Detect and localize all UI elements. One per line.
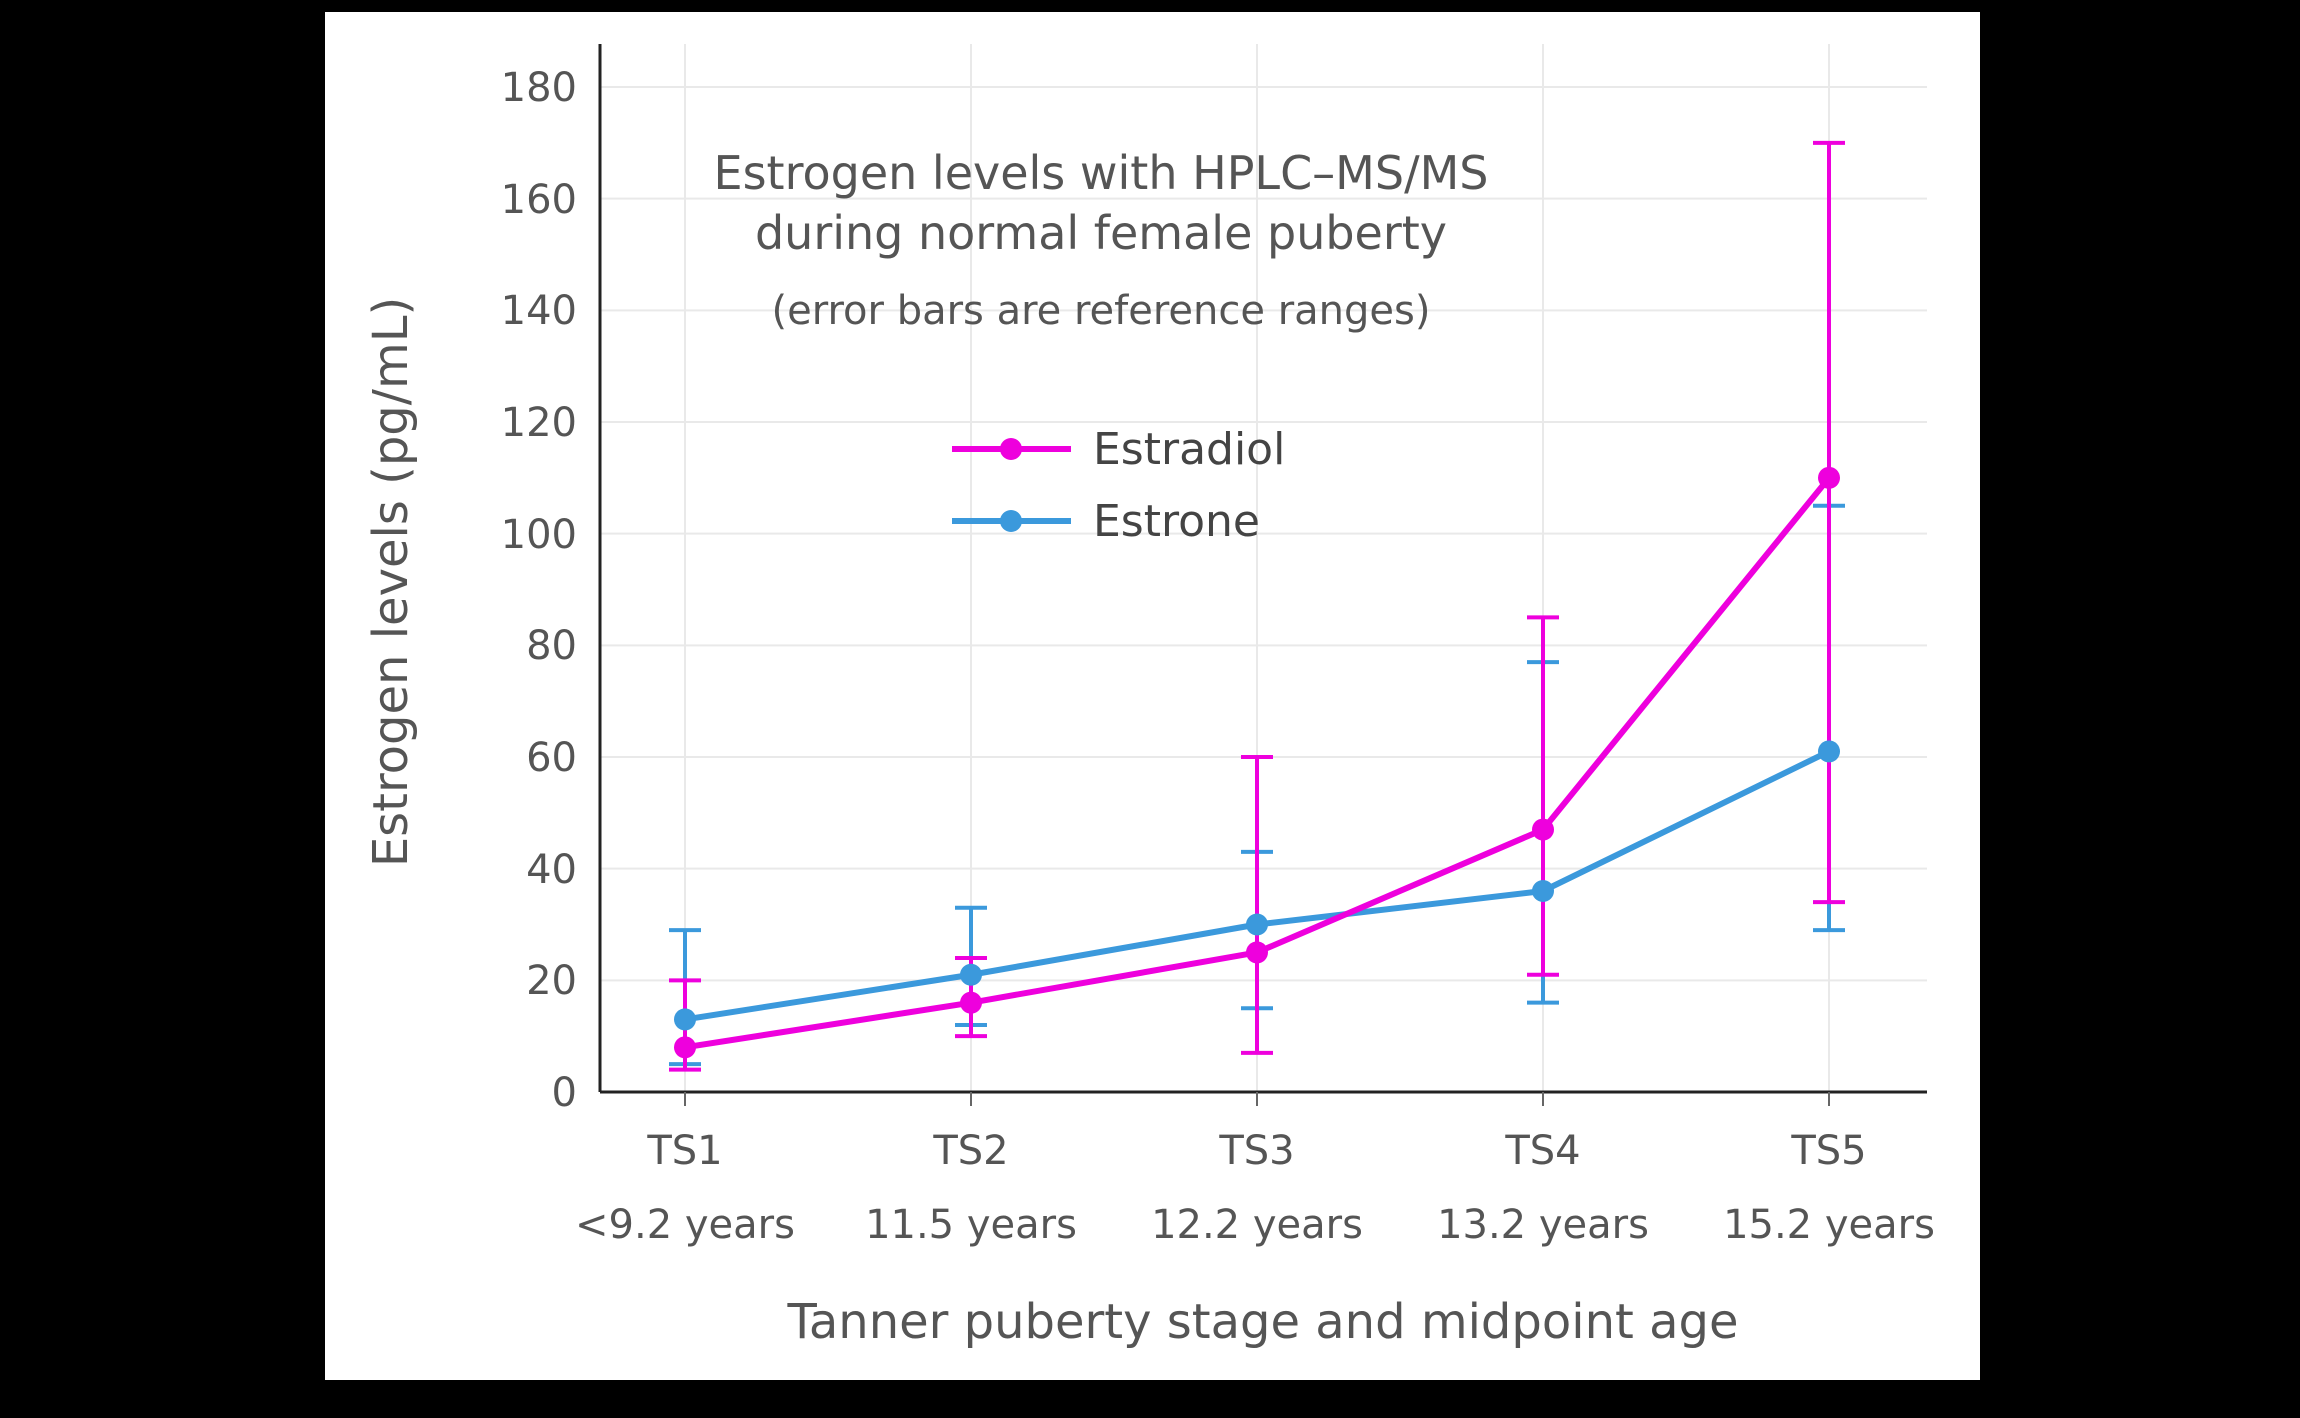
xtick-sublabel: 12.2 years [1151, 1202, 1363, 1248]
data-point-estrone [1532, 880, 1554, 902]
xtick-label: TS4 [1504, 1128, 1580, 1174]
x-axis-tick-labels: TS1 TS2 TS3 TS4 TS5 <9.2 years 11.5 year… [575, 1128, 1935, 1248]
legend-label-estradiol: Estradiol [1093, 424, 1285, 475]
axes [598, 44, 1927, 1106]
data-point-estrone [674, 1008, 696, 1031]
chart-title-line1: Estrogen levels with HPLC–MS/MS [714, 146, 1489, 200]
y-axis-title: Estrogen levels (pg/mL) [363, 297, 419, 867]
xtick-sublabel: 11.5 years [865, 1202, 1077, 1248]
ytick-label: 120 [501, 400, 577, 446]
xtick-label: TS1 [646, 1128, 722, 1174]
ytick-label: 20 [526, 958, 577, 1004]
y-axis-tick-labels: 0 20 40 60 80 100 120 140 160 180 [501, 65, 577, 1116]
data-series [674, 466, 1840, 1059]
data-point-estradiol [1818, 466, 1840, 489]
ytick-label: 160 [501, 177, 577, 223]
xtick-sublabel: 15.2 years [1723, 1202, 1935, 1248]
data-point-estrone [960, 963, 982, 986]
xtick-sublabel: <9.2 years [575, 1202, 795, 1248]
xtick-label: TS3 [1218, 1128, 1294, 1174]
ytick-label: 40 [526, 847, 577, 893]
ytick-label: 180 [501, 65, 577, 111]
data-point-estrone [1818, 740, 1840, 763]
data-point-estradiol [1532, 818, 1554, 841]
legend-swatches [952, 438, 1071, 532]
gridlines [600, 44, 1927, 1092]
chart-subtitle: (error bars are reference ranges) [772, 288, 1431, 334]
legend-label-estrone: Estrone [1093, 496, 1260, 547]
estrogen-line-chart: 0 20 40 60 80 100 120 140 160 180 TS1 TS… [363, 44, 1935, 1350]
legend-marker-estrone [1000, 510, 1022, 532]
chart-title-line2: during normal female puberty [755, 206, 1447, 260]
xtick-sublabel: 13.2 years [1437, 1202, 1649, 1248]
ytick-label: 0 [552, 1070, 577, 1116]
xtick-label: TS5 [1790, 1128, 1866, 1174]
xtick-label: TS2 [932, 1128, 1008, 1174]
legend: Estradiol Estrone [1093, 424, 1285, 547]
ytick-label: 140 [501, 288, 577, 334]
data-point-estrone [1246, 913, 1268, 936]
x-axis-title: Tanner puberty stage and midpoint age [787, 1294, 1739, 1350]
data-point-estradiol [960, 991, 982, 1014]
legend-marker-estradiol [1000, 438, 1022, 460]
data-point-estradiol [1246, 941, 1268, 964]
chart-panel: 0 20 40 60 80 100 120 140 160 180 TS1 TS… [325, 12, 1980, 1380]
ytick-label: 100 [501, 512, 577, 558]
ytick-label: 60 [526, 735, 577, 781]
ytick-label: 80 [526, 623, 577, 669]
data-point-estradiol [674, 1036, 696, 1059]
